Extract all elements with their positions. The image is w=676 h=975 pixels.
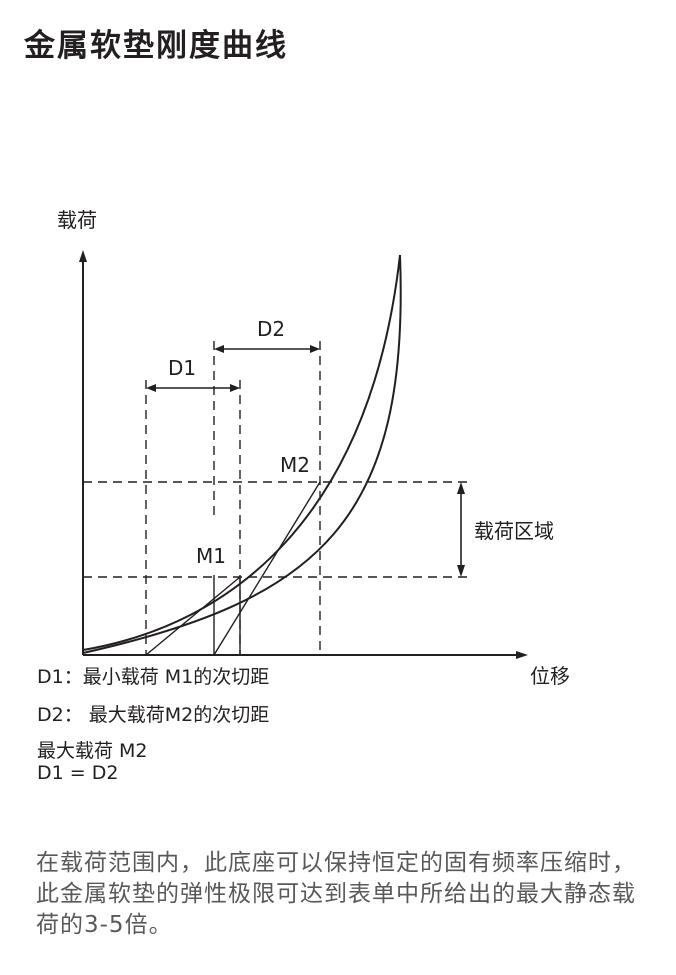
stiffness-curves	[82, 254, 402, 654]
tangent-m1	[145, 576, 241, 656]
m1-label: M1	[196, 544, 226, 568]
d1-label: D1	[168, 356, 196, 380]
load-zone-arrow	[457, 482, 465, 577]
description-paragraph: 在载荷范围内，此底座可以保持恒定的固有频率压缩时，此金属软垫的弹性极限可达到表单…	[36, 850, 636, 938]
legend-equation: D1 = D2	[37, 762, 119, 784]
unloading-curve	[82, 254, 402, 654]
loading-curve	[82, 254, 401, 651]
axes	[82, 258, 520, 656]
m2-label: M2	[280, 453, 310, 477]
dashed-guides	[83, 341, 470, 655]
x-axis-arrow	[516, 651, 528, 659]
legend-max-load: 最大载荷 M2	[37, 740, 148, 762]
x-axis-label: 位移	[530, 664, 570, 688]
d2-label: D2	[257, 317, 285, 341]
legend-d2: D2： 最大载荷M2的次切距	[37, 704, 270, 726]
load-zone-label: 载荷区域	[474, 519, 554, 543]
d2-dimension	[214, 345, 320, 353]
tangent-m2	[213, 481, 321, 656]
legend-d1: D1：最小载荷 M1的次切距	[37, 666, 270, 688]
page-title: 金属软垫刚度曲线	[24, 28, 288, 64]
tangent-lines	[145, 481, 321, 656]
y-axis-arrow	[79, 250, 87, 262]
y-axis-label: 载荷	[57, 208, 97, 232]
d1-dimension	[146, 384, 240, 392]
stiffness-curve-diagram: 载荷 位移 D1 D2 M1 M2	[57, 208, 570, 688]
